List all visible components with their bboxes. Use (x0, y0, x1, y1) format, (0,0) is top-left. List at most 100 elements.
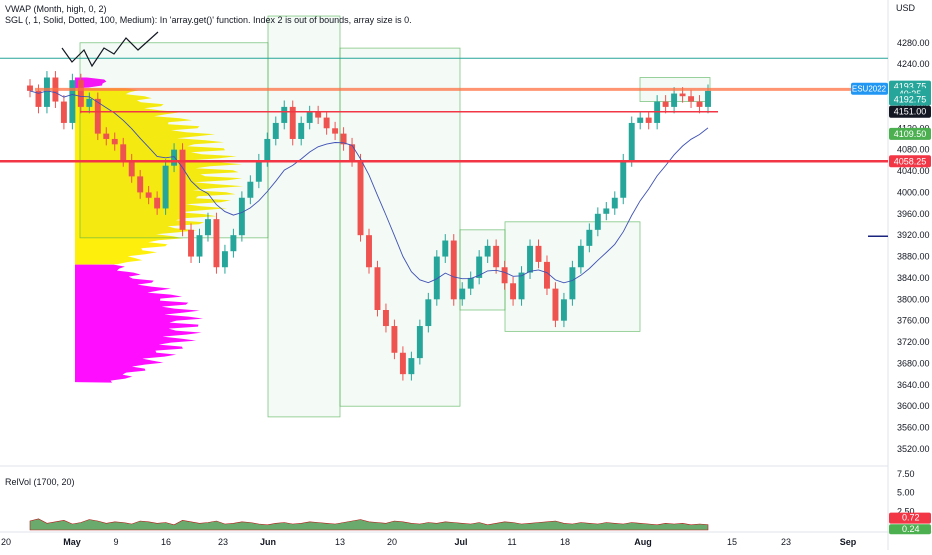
candle-body (43, 77, 50, 107)
time-tick-label: Sep (840, 537, 857, 547)
candle-body (340, 133, 347, 145)
price-tick-label: 3960.00 (897, 209, 930, 219)
time-tick-label: Jul (454, 537, 467, 547)
price-tick-label: 4040.00 (897, 166, 930, 176)
candle-body (459, 288, 466, 300)
candle-body (323, 117, 330, 129)
time-tick-label: 18 (560, 537, 570, 547)
candle-body (552, 288, 559, 321)
candle-body (594, 213, 601, 230)
time-tick-label: 23 (218, 537, 228, 547)
candle-body (60, 101, 67, 123)
volume-profile-lower (0, 264, 204, 383)
time-tick-label: 13 (335, 537, 345, 547)
price-tick-label: 3760.00 (897, 316, 930, 326)
current-price-badge: 4193.75 (894, 82, 927, 92)
candle-body (501, 267, 508, 284)
candle-body (289, 106, 296, 139)
currency-label: USD (896, 3, 916, 13)
price-level-badge: 4151.00 (894, 107, 927, 117)
candle-body (493, 245, 500, 268)
candle-body (484, 245, 491, 257)
relvol-badge: 0.72 (902, 513, 920, 523)
candle-body (679, 93, 686, 97)
time-tick-label: Aug (634, 537, 652, 547)
time-tick-label: 15 (727, 537, 737, 547)
time-tick-label: 11 (507, 537, 516, 547)
candle-body (103, 133, 110, 139)
price-tick-label: 3680.00 (897, 358, 930, 368)
candle-body (628, 122, 635, 161)
time-tick-label: 16 (161, 537, 171, 547)
price-tick-label: 3920.00 (897, 230, 930, 240)
price-tick-label: 3520.00 (897, 444, 930, 454)
price-tick-label: 4240.00 (897, 59, 930, 69)
price-level-badge-bg (889, 105, 931, 118)
candle-body (188, 229, 194, 257)
candle-body (281, 106, 288, 123)
price-tick-label: 3720.00 (897, 337, 930, 347)
candle-body (382, 310, 389, 327)
candle-body (450, 240, 457, 300)
relvol-area (29, 518, 709, 531)
candle-body (671, 93, 678, 107)
candle-body (247, 181, 254, 198)
candle-body (577, 245, 584, 268)
candle-body (476, 256, 483, 278)
price-tick-label: 3800.00 (897, 294, 930, 304)
candle-body (611, 197, 618, 209)
candle-body (416, 326, 423, 359)
candle-body (535, 245, 542, 262)
symbol-badge: ESU2022 (852, 85, 887, 94)
candle-body (374, 267, 381, 310)
candle-body (120, 144, 127, 161)
price-tick-label: 3880.00 (897, 252, 930, 262)
candle-body (205, 219, 211, 236)
candle-body (221, 251, 228, 268)
candle-body (569, 267, 576, 300)
candle-body (145, 192, 152, 198)
price-level-badge: 4058.25 (894, 156, 927, 166)
candle-body (366, 235, 372, 268)
relvol-badge-bg (889, 524, 931, 535)
symbol-badge-bg (851, 82, 888, 95)
candle-body (230, 235, 237, 252)
candle-body (518, 272, 525, 300)
candle-body (425, 299, 432, 327)
price-tick-label: 3840.00 (897, 273, 930, 283)
candle-body (442, 240, 449, 257)
candle-body (603, 208, 610, 214)
relvol-tick-label: 2.50 (897, 506, 915, 516)
candle-body (349, 144, 356, 161)
candle-body (705, 90, 711, 107)
candle-body (332, 128, 339, 134)
candle-body (637, 117, 644, 123)
candle-body (238, 197, 245, 236)
candle-body (179, 149, 186, 230)
candle-body (35, 90, 42, 107)
relvol-tick-label: 5.00 (897, 488, 915, 498)
candle-body (272, 122, 279, 139)
candle-body (255, 160, 262, 182)
time-tick-label: May (63, 537, 81, 547)
candle-body (391, 326, 398, 353)
candle-body (154, 197, 161, 209)
relvol-badge: 0.24 (902, 524, 920, 534)
relvol-badge-bg (889, 512, 931, 524)
candle-body (399, 352, 406, 375)
price-tick-label: 3600.00 (897, 401, 930, 411)
legend-relvol: RelVol (1700, 20) (5, 477, 75, 487)
legend-sgl: SGL (, 1, Solid, Dotted, 100, Medium): I… (5, 15, 412, 25)
candle-body (645, 117, 652, 123)
candle-body (128, 160, 135, 177)
candle-body (162, 165, 169, 209)
candle-body (69, 80, 76, 123)
candle-body (586, 229, 593, 246)
time-tick-label: 20 (1, 537, 11, 547)
price-level-badge: 4192.75 (894, 95, 927, 105)
candle-body (137, 176, 144, 193)
candle-body (357, 160, 364, 236)
price-level-badge-bg (889, 127, 931, 140)
